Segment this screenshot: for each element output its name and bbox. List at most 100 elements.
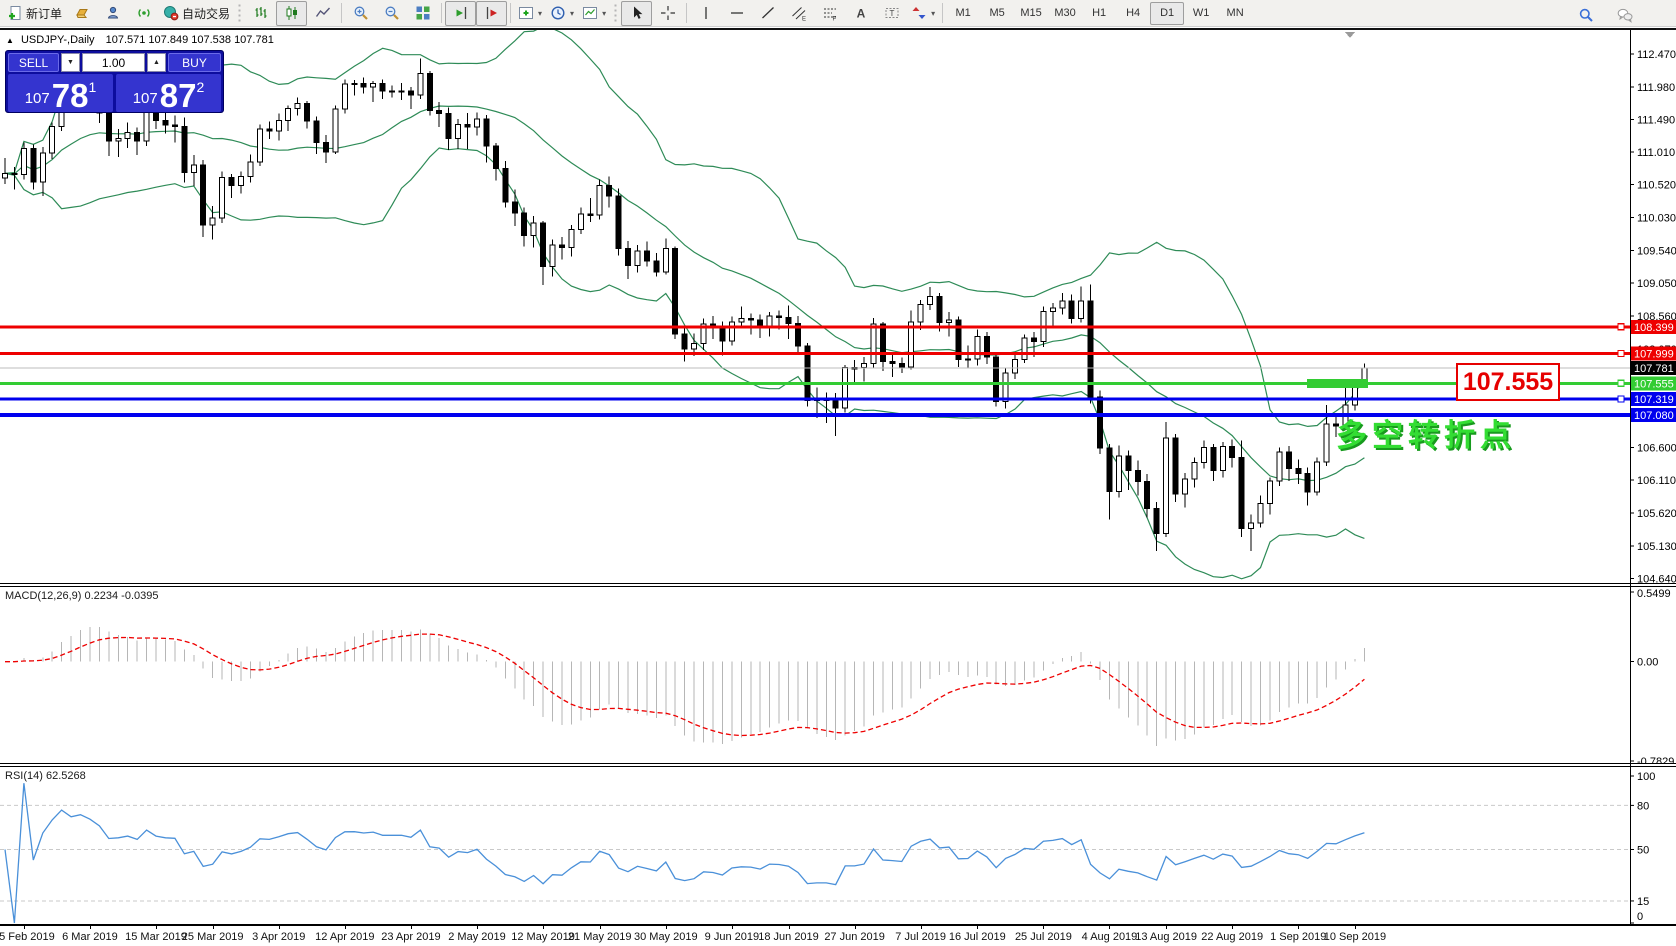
svg-text:107.781: 107.781 (1634, 363, 1674, 375)
tf-mn[interactable]: MN (1218, 2, 1252, 25)
new-order-button[interactable]: 新订单 (3, 1, 66, 26)
sell-price[interactable]: 107 78 1 (8, 74, 113, 112)
tile-windows-button[interactable] (407, 1, 438, 26)
zoom-in-button[interactable] (345, 1, 376, 26)
trendline-button[interactable] (752, 1, 783, 26)
tf-d1[interactable]: D1 (1150, 1, 1185, 25)
horizontal-line-107.999[interactable]: 107.999 (0, 346, 1676, 361)
tf-m15-label: M15 (1020, 7, 1042, 19)
profile-icon (105, 5, 121, 21)
line-chart-button[interactable] (307, 1, 338, 26)
chart-shift-marker[interactable] (1345, 32, 1355, 38)
dropdown-arrow-icon: ▾ (570, 8, 575, 18)
autotrading-button[interactable]: 自动交易 (159, 1, 234, 26)
rsi-panel-canvas[interactable]: 100 80 50 15 0 (0, 767, 1676, 924)
toolbar-separator (686, 3, 688, 23)
arrows-button[interactable]: ▾ (907, 1, 939, 26)
date-tick (920, 926, 922, 929)
crosshair-button[interactable] (652, 1, 683, 26)
sell-button[interactable]: SELL (8, 53, 59, 72)
svg-text:108.399: 108.399 (1634, 322, 1674, 334)
svg-text:F: F (832, 17, 836, 22)
chart-shift-button[interactable] (476, 0, 508, 26)
zoom-out-icon (384, 5, 400, 21)
svg-text:106.110: 106.110 (1637, 475, 1676, 487)
horizontal-line-107.319[interactable]: 107.319 (0, 392, 1676, 407)
buy-price-big: 87 (159, 77, 197, 115)
signals-button[interactable] (128, 1, 159, 26)
tf-w1[interactable]: W1 (1184, 2, 1218, 25)
tf-h4[interactable]: H4 (1116, 2, 1150, 25)
candlestick-button[interactable] (276, 0, 308, 26)
svg-text:106.600: 106.600 (1637, 442, 1676, 454)
svg-text:105.620: 105.620 (1637, 508, 1676, 520)
horizontal-line-107.781[interactable]: 107.781 (0, 361, 1676, 376)
svg-text:107.555: 107.555 (1634, 378, 1674, 390)
chat-button[interactable] (1609, 2, 1640, 27)
bollinger-bands[interactable] (4, 30, 1365, 580)
price-axis[interactable]: 112.470 111.980 111.490 111.010 110.520 110.0… (1630, 49, 1676, 586)
macd-axis[interactable]: 0.5499 0.00 -0.7829 (1630, 588, 1674, 763)
text-label-button[interactable]: T (876, 1, 907, 26)
svg-text:105.130: 105.130 (1637, 541, 1676, 553)
search-button[interactable] (1570, 2, 1601, 27)
horizontal-line-button[interactable] (721, 1, 752, 26)
svg-text:110.030: 110.030 (1637, 212, 1676, 224)
cursor-button[interactable] (621, 0, 653, 26)
dropdown-arrow-icon: ▾ (602, 8, 607, 18)
quotes-button[interactable] (66, 1, 97, 26)
date-tick (1298, 926, 1300, 929)
text-button[interactable]: A (845, 1, 876, 26)
autotrading-button-label: 自动交易 (182, 6, 231, 21)
turning-point-annotation[interactable]: 多空转折点 (1336, 418, 1516, 453)
svg-text:0: 0 (1637, 911, 1643, 923)
zoom-out-button[interactable] (376, 1, 407, 26)
date-tick (156, 926, 158, 929)
date-tick (543, 926, 545, 929)
price-callout-box[interactable]: 107.555 (1456, 363, 1560, 401)
date-label: 6 Mar 2019 (62, 931, 118, 943)
buy-price[interactable]: 107 87 2 (116, 74, 221, 112)
panel-divider-macd[interactable] (0, 583, 1676, 587)
periods-button[interactable]: ▾ (546, 1, 578, 26)
price-axis-divider (1630, 30, 1631, 926)
tf-mn-label: MN (1226, 7, 1244, 19)
date-label: 12 Apr 2019 (315, 931, 375, 943)
svg-text:109.540: 109.540 (1637, 245, 1676, 257)
profile-button[interactable] (97, 1, 128, 26)
tf-h1[interactable]: H1 (1082, 2, 1116, 25)
channel-button[interactable]: E (783, 1, 814, 26)
periods-icon (550, 5, 566, 21)
tf-m30[interactable]: M30 (1048, 2, 1082, 25)
volume-input[interactable]: 1.00 (82, 53, 145, 72)
indicators-button[interactable]: ▾ (514, 1, 546, 26)
bar-chart-button[interactable] (245, 1, 276, 26)
toolbar-separator (237, 3, 243, 23)
chart-window: 112.470 111.980 111.490 111.010 110.520 110.0… (0, 28, 1676, 946)
main-chart-canvas[interactable]: 112.470 111.980 111.490 111.010 110.520 110.0… (0, 30, 1676, 586)
new-order-icon (7, 5, 23, 21)
macd-name: MACD(12,26,9) (5, 590, 82, 602)
vertical-line-button[interactable] (690, 1, 721, 26)
horizontal-line-107.080[interactable]: 107.080 (0, 408, 1676, 423)
ohlc-values: 107.571 107.849 107.538 107.781 (105, 34, 274, 46)
tf-m1[interactable]: M1 (946, 2, 980, 25)
tf-m15[interactable]: M15 (1014, 2, 1048, 25)
fibonacci-icon: F (822, 5, 838, 21)
tf-m5[interactable]: M5 (980, 2, 1014, 25)
horizontal-line-108.399[interactable]: 108.399 (0, 319, 1676, 334)
fibonacci-button[interactable]: F (814, 1, 845, 26)
templates-button[interactable]: ▾ (578, 1, 610, 26)
buy-button[interactable]: BUY (168, 53, 221, 72)
volume-stepper-up[interactable]: ▲ (147, 53, 166, 72)
auto-scroll-button[interactable] (445, 0, 477, 26)
volume-stepper-down[interactable]: ▼ (61, 53, 80, 72)
horizontal-line-107.555[interactable]: 107.555 (0, 376, 1676, 391)
svg-text:107.080: 107.080 (1634, 410, 1674, 422)
zoom-in-icon (353, 5, 369, 21)
macd-panel-canvas[interactable]: 0.5499 0.00 -0.7829 (0, 587, 1676, 763)
date-tick (1354, 926, 1356, 929)
panel-divider-rsi[interactable] (0, 763, 1676, 767)
collapse-icon[interactable]: ▲ (6, 36, 14, 45)
